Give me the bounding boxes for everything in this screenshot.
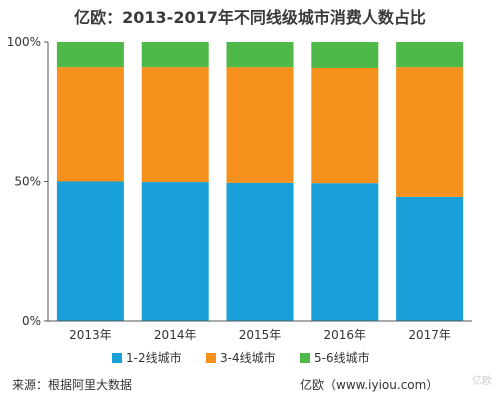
y-tick-label: 50% [14, 175, 41, 189]
bar-1-5 [396, 196, 464, 321]
x-tick-group: 2013年 2014年 2015年 2016年 2017年 [69, 328, 451, 342]
y-tick-label: 100% [7, 35, 41, 49]
bar-1-4 [311, 183, 379, 321]
bar-2-2 [141, 67, 209, 183]
bar-2-1 [56, 67, 124, 182]
x-tick-label: 2017年 [408, 328, 451, 342]
legend-swatch [112, 353, 122, 363]
x-tick-label: 2015年 [239, 328, 282, 342]
bar-1-2 [141, 182, 209, 321]
x-tick-label: 2013年 [69, 328, 112, 342]
legend-swatch [300, 353, 310, 363]
source-note: 来源：根据阿里大数据 [12, 378, 133, 392]
bar-3-3 [226, 42, 294, 68]
legend-swatch [206, 353, 216, 363]
x-tick-label: 2014年 [154, 328, 197, 342]
bar-2-5 [396, 67, 464, 197]
bar-2-4 [311, 67, 379, 184]
y-tick-label: 0% [22, 314, 41, 328]
x-tick-label: 2016年 [324, 328, 367, 342]
bar-1-3 [226, 182, 294, 321]
brand-note: 亿欧（www.iyiou.com） [300, 378, 439, 392]
legend: 1-2线城市 3-4线城市 5-6线城市 [112, 350, 370, 365]
watermark-logo: 亿欧 [472, 376, 492, 387]
bar-3-5 [396, 42, 464, 68]
bar-1-1 [56, 181, 124, 321]
chart-title: 亿欧：2013-2017年不同线级城市消费人数占比 [74, 8, 426, 27]
bar-3-2 [141, 42, 209, 68]
y-tick-group: 0% 50% 100% [7, 35, 48, 328]
legend-label: 5-6线城市 [314, 350, 370, 365]
legend-label: 1-2线城市 [126, 350, 182, 365]
bar-2-3 [226, 67, 294, 183]
bars-group [56, 42, 464, 321]
bar-3-4 [311, 42, 379, 68]
bar-3-1 [56, 42, 124, 68]
legend-label: 3-4线城市 [220, 350, 276, 365]
